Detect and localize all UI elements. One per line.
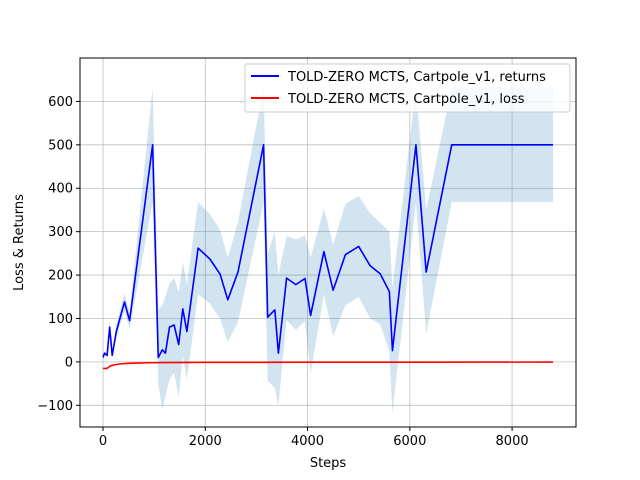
legend-label-loss: TOLD-ZERO MCTS, Cartpole_v1, loss: [287, 92, 525, 107]
series-line-0: [102, 144, 553, 359]
y-axis-label: Loss & Returns: [12, 194, 27, 291]
y-tick-label: 600: [48, 95, 73, 110]
x-tick-label: 8000: [496, 434, 529, 449]
x-tick-label: 0: [99, 434, 107, 449]
x-tick-label: 4000: [291, 434, 324, 449]
y-tick-label: 200: [48, 269, 73, 284]
confidence-bands: [103, 87, 553, 414]
series-band-0: [103, 87, 553, 414]
x-tick-label: 6000: [393, 434, 426, 449]
legend-box: [244, 63, 571, 113]
x-axis-label: Steps: [310, 456, 347, 471]
y-axis-ticks: −100 0 100 200 300 400 500 600: [37, 95, 80, 414]
grid-lines: [80, 58, 576, 427]
y-tick-label: 0: [65, 355, 73, 370]
x-axis-ticks: 0 2000 4000 6000 8000: [99, 427, 529, 449]
legend-label-returns: TOLD-ZERO MCTS, Cartpole_v1, returns: [287, 70, 546, 85]
series-lines: [102, 144, 553, 370]
x-tick-label: 2000: [189, 434, 222, 449]
plot-frame: [79, 57, 577, 428]
series-line-1: [103, 361, 553, 370]
y-tick-label: 100: [48, 312, 73, 327]
y-tick-label: 500: [48, 138, 73, 153]
y-tick-label: 400: [48, 182, 73, 197]
y-tick-label: −100: [37, 399, 73, 414]
legend: TOLD-ZERO MCTS, Cartpole_v1, returns TOL…: [244, 63, 571, 113]
y-tick-label: 300: [48, 225, 73, 240]
